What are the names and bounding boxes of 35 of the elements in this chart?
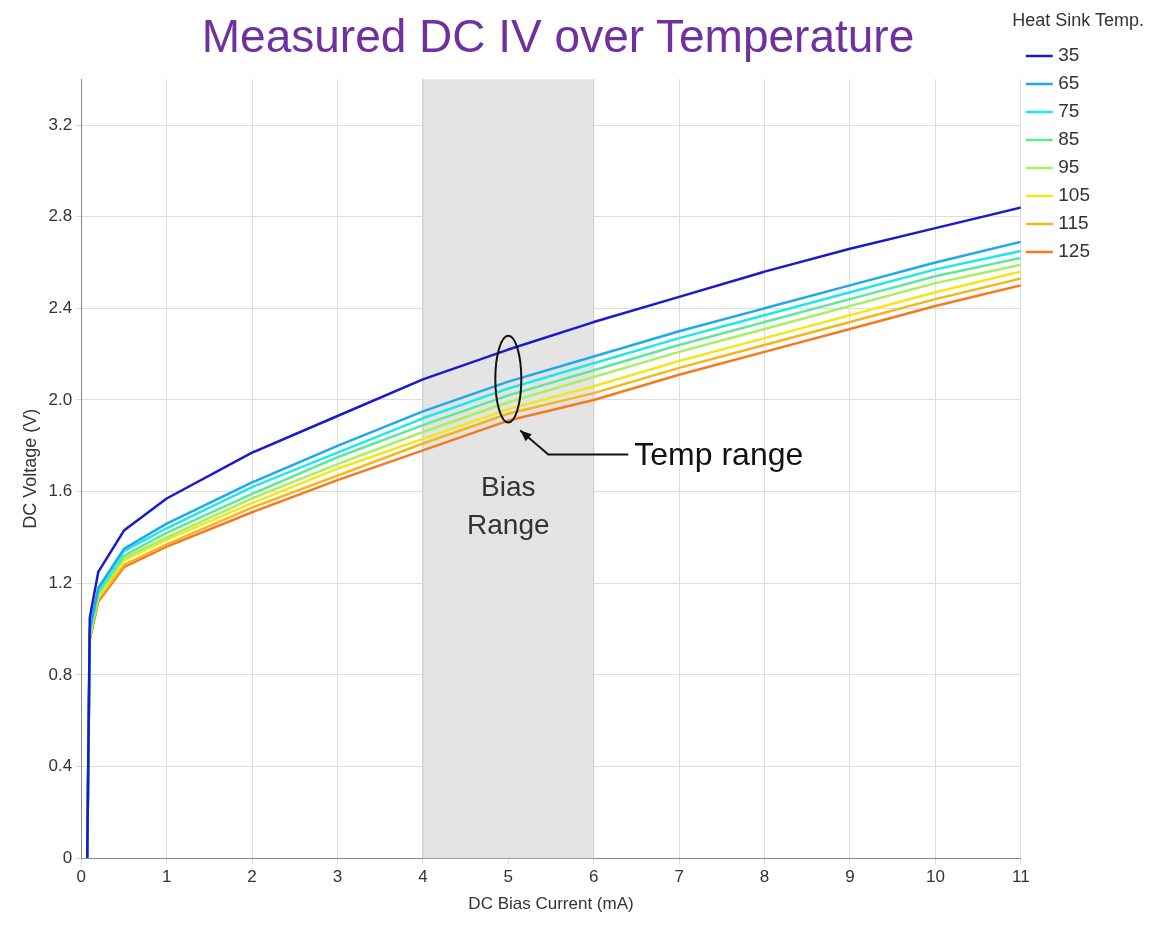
- x-tick-label: 2: [247, 867, 257, 887]
- annotation: Temp range: [634, 436, 804, 473]
- legend-title: Heat Sink Temp.: [1012, 9, 1144, 30]
- x-tick-label: 0: [76, 867, 86, 887]
- x-tick-label: 8: [759, 867, 770, 887]
- band-label: Bias Range: [467, 471, 550, 541]
- chart-title: Measured DC IV over Temperature: [201, 10, 915, 63]
- x-tick-label: 9: [845, 867, 855, 887]
- legend-label: 105: [1058, 184, 1090, 206]
- x-tick-label: 11: [1011, 867, 1030, 887]
- y-tick-label: 0.4: [48, 756, 73, 776]
- x-tick-label: 4: [418, 867, 428, 887]
- x-tick-label: 6: [588, 867, 599, 887]
- y-tick-label: 1.6: [48, 481, 73, 501]
- y-axis-title: DC Voltage (V): [19, 408, 40, 529]
- y-tick-label: 0: [62, 847, 73, 867]
- x-axis-title: DC Bias Current (mA): [468, 894, 634, 914]
- legend-label: 65: [1058, 72, 1080, 94]
- y-tick-label: 2.0: [48, 389, 73, 409]
- legend-label: 85: [1058, 128, 1080, 150]
- legend-label: 35: [1058, 44, 1080, 66]
- y-tick-label: 3.2: [48, 114, 73, 134]
- legend-label: 75: [1058, 100, 1080, 122]
- legend-label: 115: [1058, 212, 1089, 234]
- y-tick-label: 2.8: [48, 206, 73, 226]
- x-tick-label: 1: [161, 867, 172, 887]
- y-tick-label: 0.8: [48, 664, 73, 684]
- legend-label: 95: [1058, 156, 1080, 178]
- legend-label: 125: [1058, 240, 1090, 262]
- x-tick-label: 5: [503, 867, 514, 887]
- y-tick-label: 1.2: [48, 572, 73, 592]
- x-tick-label: 7: [674, 867, 684, 887]
- x-tick-label: 10: [925, 867, 945, 887]
- x-tick-label: 3: [332, 867, 343, 887]
- y-tick-label: 2.4: [48, 298, 73, 318]
